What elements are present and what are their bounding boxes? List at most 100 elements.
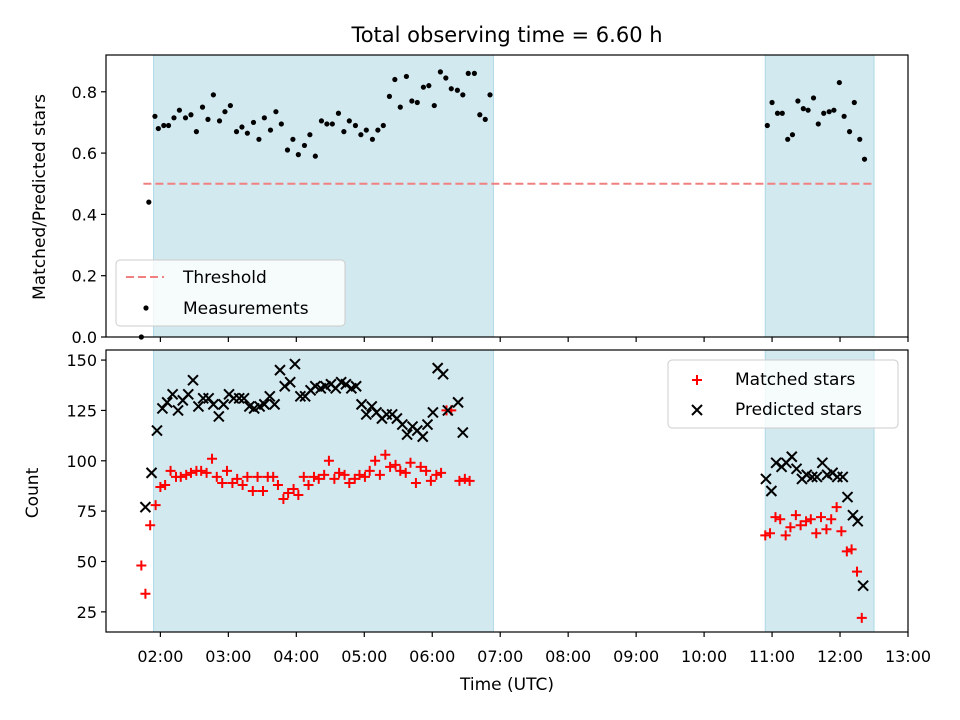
measurement-point: [341, 129, 347, 135]
matched-star-point: [258, 486, 269, 496]
predicted-star-point: [760, 473, 772, 485]
matched-star-point: [221, 465, 232, 476]
measurement-point: [222, 109, 228, 115]
matched-star-point: [319, 469, 330, 480]
predicted-star-point: [457, 426, 469, 439]
y-tick-label: 50: [77, 553, 97, 572]
x-tick-label: 09:00: [613, 647, 659, 666]
measurement-point: [155, 125, 161, 132]
top-legend-box: [115, 259, 346, 327]
matched-star-point: [252, 471, 263, 482]
measurement-point: [426, 83, 432, 89]
matched-star-point: [160, 479, 171, 490]
y-tick-label: 75: [77, 502, 97, 521]
y-tick-label: 100: [66, 452, 97, 471]
matched-star-point: [313, 473, 324, 484]
matched-star-point: [385, 461, 396, 472]
matched-star-point: [354, 469, 365, 480]
measurement-point: [193, 129, 199, 135]
legend-predicted-swatch: [691, 404, 703, 416]
matched-star-point: [459, 473, 470, 484]
top-panel-frame: [105, 54, 909, 338]
legend-matched-label: Matched stars: [735, 370, 855, 390]
predicted-star-point: [857, 579, 869, 592]
measurement-point: [284, 147, 291, 153]
matched-star-point: [145, 520, 156, 531]
matched-star-point: [436, 467, 447, 478]
matched-star-point: [811, 528, 822, 539]
matched-star-point: [760, 530, 771, 541]
bottom-panel-frame: [105, 349, 909, 633]
predicted-star-point: [421, 418, 434, 431]
measurement-point: [795, 98, 801, 104]
axes: 0.0 0.2 0.4 0.6 0.8 25 50 75 100 125 150 02:00 03:00…: [66, 54, 931, 666]
legends: Threshold Measurements Matched stars Predic…: [115, 259, 899, 429]
matched-star-point: [374, 469, 385, 480]
predicted-star-point: [790, 463, 803, 475]
legend-predicted-label: Predicted stars: [735, 400, 862, 420]
matched-star-point: [801, 516, 812, 527]
predicted-star-point: [192, 400, 205, 413]
matched-star-point: [175, 471, 186, 482]
matched-star-point: [805, 514, 816, 525]
predicted-star-point: [360, 408, 373, 421]
measurement-point: [346, 118, 352, 124]
matched-star-point: [415, 461, 426, 472]
matched-star-point: [247, 486, 258, 496]
y-tick-label: 0.2: [72, 267, 97, 286]
predicted-star-point: [213, 410, 225, 423]
matched-star-point: [821, 524, 832, 535]
predicted-star-point: [452, 396, 464, 409]
measurement-point: [324, 121, 330, 127]
measurement-point: [397, 104, 403, 110]
measurement-point: [278, 121, 284, 127]
predicted-star-point: [437, 368, 449, 380]
y-tick-label: 125: [66, 401, 97, 420]
matched-star-point: [242, 471, 253, 482]
measurement-point: [161, 122, 167, 129]
x-tick-label: 13:00: [885, 647, 931, 666]
measurement-point: [290, 136, 296, 142]
measurement-point: [318, 118, 325, 124]
matched-star-point: [207, 453, 218, 464]
measurement-point: [861, 156, 868, 162]
matched-star-point: [268, 471, 279, 482]
matched-star-point: [431, 469, 442, 480]
measurement-point: [250, 119, 257, 126]
x-axis-label: Time (UTC): [459, 675, 554, 695]
matched-star-point: [185, 467, 196, 478]
measurement-point: [800, 106, 806, 112]
matched-star-point: [308, 471, 319, 482]
y-tick-label: 0.0: [72, 328, 97, 347]
measurement-point: [836, 79, 842, 86]
measurement-point: [358, 132, 364, 138]
predicted-star-point: [350, 380, 362, 392]
matched-star-point: [785, 522, 796, 533]
matched-star-point: [464, 475, 475, 486]
legend-matched-swatch: [692, 375, 702, 385]
measurement-point: [392, 76, 398, 83]
matched-star-point: [165, 465, 176, 476]
bottom-panel-plot-area: [136, 358, 869, 623]
measurement-point: [312, 153, 318, 159]
matched-star-point: [211, 471, 222, 482]
y-tick-label: 0.4: [72, 205, 97, 224]
matched-star-point: [364, 465, 375, 476]
top-y-axis-label: Matched/Predicted stars: [30, 94, 50, 300]
matched-star-point: [826, 514, 837, 525]
matched-star-point: [339, 469, 350, 480]
matched-star-point: [359, 471, 370, 482]
predicted-star-point: [161, 396, 173, 409]
predicted-star-point: [811, 471, 823, 483]
measurement-point: [460, 92, 466, 98]
measurement-point: [482, 116, 488, 122]
bottom-legend-box: [667, 359, 899, 429]
predicted-star-point: [294, 390, 307, 403]
predicted-star-point: [401, 428, 413, 441]
predicted-star-point: [187, 374, 199, 386]
matched-star-point: [237, 479, 248, 490]
matched-star-point: [329, 473, 340, 484]
matched-star-point: [283, 488, 294, 499]
matched-star-point: [390, 459, 401, 470]
predicted-star-point: [233, 392, 245, 405]
